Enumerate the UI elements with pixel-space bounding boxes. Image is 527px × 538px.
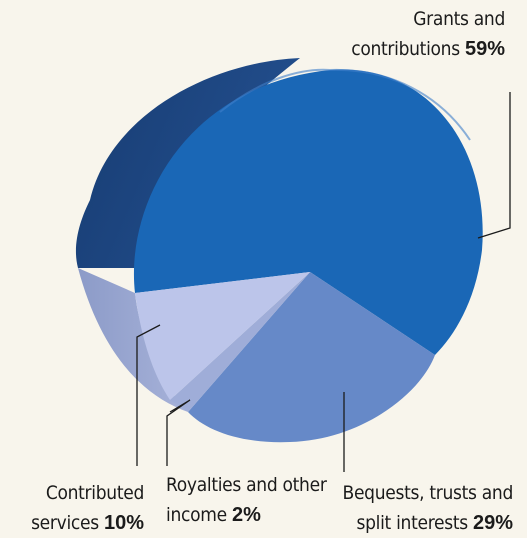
- leader-grants: [477, 92, 511, 239]
- label-bequests: Bequests, trusts and split interests 29%: [342, 482, 514, 534]
- leader-royalties: [166, 399, 191, 466]
- slice-bequests: [188, 272, 435, 443]
- slice-grants: [133, 69, 483, 356]
- label-contributed: Contributed services 10%: [31, 482, 144, 534]
- label-grants: Grants and contributions 59%: [351, 8, 505, 60]
- value-contributed: 10%: [103, 512, 144, 534]
- value-grants: 59%: [464, 38, 505, 60]
- value-royalties: 2%: [231, 504, 261, 526]
- slice-contributed: [135, 272, 310, 400]
- leader-contributed: [136, 324, 161, 466]
- slice-royalties: [170, 272, 310, 412]
- label-royalties: Royalties and other income 2%: [166, 474, 327, 526]
- value-bequests: 29%: [472, 512, 513, 534]
- pie-top-edge-highlight: [219, 68, 471, 141]
